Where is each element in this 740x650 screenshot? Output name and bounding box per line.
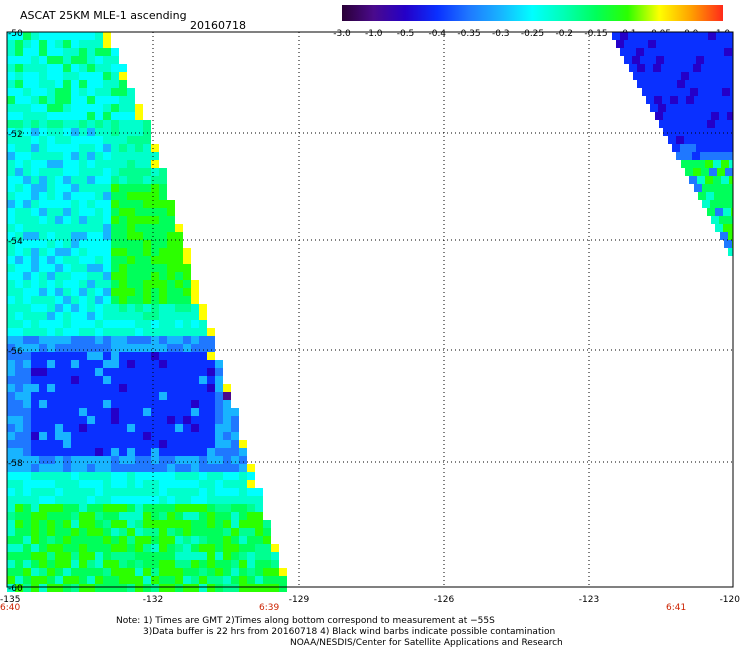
- longitude-label: -123: [579, 595, 599, 605]
- map-title: ASCAT 25KM MLE-1 ascending: [20, 9, 187, 22]
- axis-labels: -135 -132 -129 -126 -123 -120 -50 -52 -54 -56 -58 -…: [0, 29, 740, 613]
- note-line-1: Note: 1) Times are GMT 2)Times along bot…: [116, 616, 495, 626]
- latitude-label: -58: [8, 459, 23, 469]
- latitude-label: -52: [8, 130, 23, 140]
- colorbar-tick-label: -0.5: [397, 29, 415, 39]
- lat-lon-grid: [7, 32, 733, 587]
- latitude-label: -50: [8, 29, 23, 39]
- scatterometer-map: -3.0 -1.0 -0.5 -0.4 -0.35 -0.3 -0.25 -0.2 -0.15-…: [0, 5, 740, 613]
- map-date: 20160718: [190, 19, 246, 32]
- latitude-label: -60: [8, 584, 23, 594]
- longitude-label: -126: [434, 595, 455, 605]
- longitude-label: -129: [289, 595, 310, 605]
- colorbar-tick-label: -1.0: [365, 29, 383, 39]
- swath-pixels: [7, 32, 733, 592]
- colorbar-tick-label: -0.25: [521, 29, 544, 39]
- colorbar-tick-label: -0.2: [555, 29, 573, 39]
- colorbar-tick-label: -0.15: [584, 29, 607, 39]
- note-line-3: NOAA/NESDIS/Center for Satellite Applica…: [290, 638, 563, 648]
- colorbar-gradient: [342, 5, 723, 21]
- longitude-label: -132: [143, 595, 163, 605]
- colorbar-tick-label: -0.4: [428, 29, 446, 39]
- pass-time-label: 6:39: [259, 603, 279, 613]
- colorbar-tick-label: -3.0: [333, 29, 351, 39]
- latitude-label: -56: [8, 347, 23, 357]
- colorbar-tick-label: -0.3: [492, 29, 510, 39]
- pass-time-label: 6:40: [0, 603, 20, 613]
- map-frame: [6, 31, 734, 588]
- latitude-label: -54: [8, 237, 23, 247]
- note-line-2: 3)Data buffer is 22 hrs from 20160718 4)…: [143, 627, 556, 637]
- longitude-label: -120: [720, 595, 740, 605]
- colorbar-tick-label: -0.35: [457, 29, 480, 39]
- longitude-label: -135: [0, 595, 20, 605]
- pass-time-label: 6:41: [666, 603, 686, 613]
